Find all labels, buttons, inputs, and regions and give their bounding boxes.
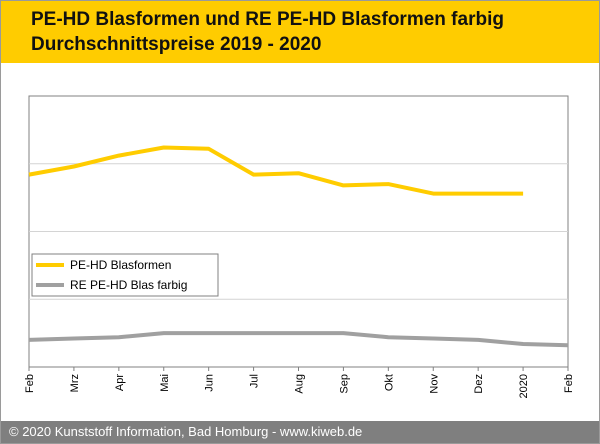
legend-box: [31, 253, 219, 297]
x-tick-label: Feb: [24, 374, 36, 393]
x-tick-label: Jul: [249, 374, 261, 388]
chart-subtitle: Durchschnittspreise 2019 - 2020: [31, 34, 322, 55]
x-tick-label: Apr: [114, 374, 126, 391]
x-tick-label: Nov: [428, 374, 440, 394]
legend-label-2: RE PE-HD Blas farbig: [70, 278, 187, 292]
footer-bar: © 2020 Kunststoff Information, Bad Hombu…: [1, 421, 599, 443]
chart-title: PE-HD Blasformen und RE PE-HD Blasformen…: [31, 9, 504, 30]
x-tick-label: Feb: [563, 374, 575, 393]
x-tick-label: Sep: [338, 374, 350, 394]
x-tick-label: Jun: [204, 374, 216, 392]
x-tick-label: Aug: [294, 374, 306, 394]
x-tick-label: 2020: [518, 374, 530, 398]
x-tick-label: Dez: [473, 374, 485, 394]
series-line-1: [28, 145, 524, 196]
series-line-2: [28, 331, 569, 348]
legend-label-1: PE-HD Blasformen: [70, 258, 171, 272]
x-tick-label: Mai: [159, 374, 171, 392]
footer-copyright: © 2020 Kunststoff Information, Bad Hombu…: [9, 424, 363, 439]
x-tick-label: Mrz: [69, 374, 81, 392]
header-bar: PE-HD Blasformen und RE PE-HD Blasformen…: [1, 1, 599, 63]
x-tick-label: Okt: [383, 374, 395, 391]
